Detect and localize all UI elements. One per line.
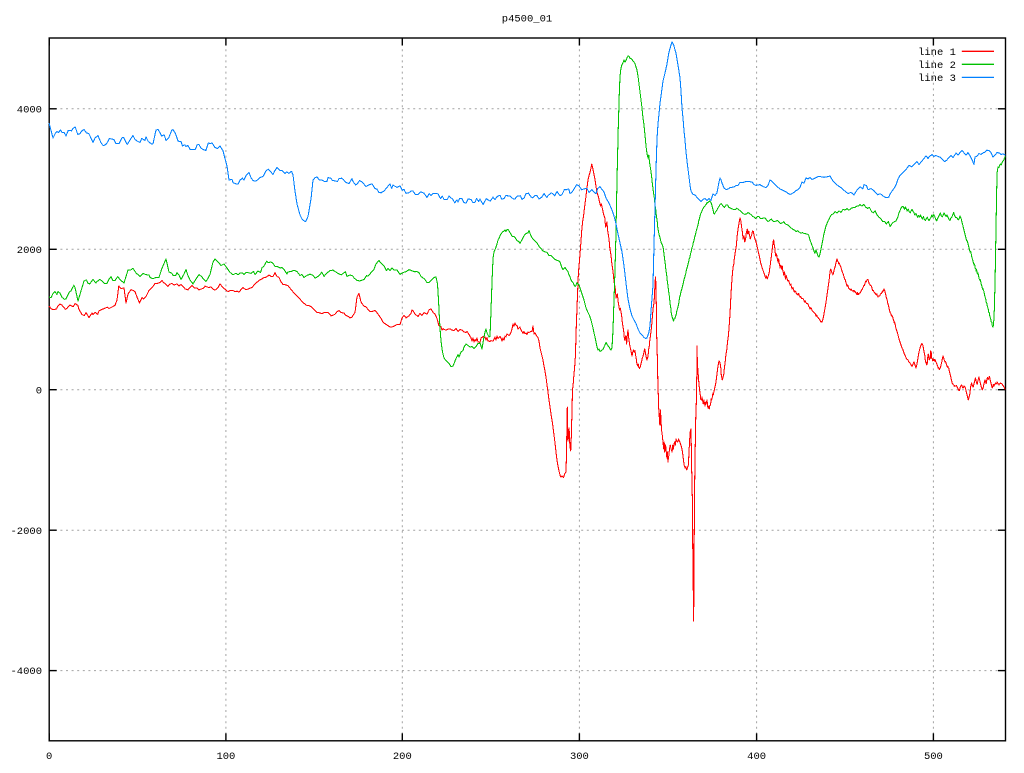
svg-text:line 2: line 2 [918,60,956,72]
svg-text:200: 200 [393,751,412,763]
svg-text:-2000: -2000 [10,526,42,538]
svg-text:400: 400 [747,751,766,763]
svg-text:500: 500 [924,751,943,763]
svg-text:0: 0 [36,385,42,397]
svg-text:0: 0 [46,751,52,763]
svg-text:4000: 4000 [17,104,42,116]
svg-text:2000: 2000 [17,245,42,257]
svg-text:line 1: line 1 [918,47,956,59]
svg-text:line 3: line 3 [918,73,956,85]
svg-text:p4500_01: p4500_01 [502,14,552,26]
svg-text:300: 300 [570,751,589,763]
svg-text:100: 100 [216,751,235,763]
svg-text:-4000: -4000 [10,666,42,678]
